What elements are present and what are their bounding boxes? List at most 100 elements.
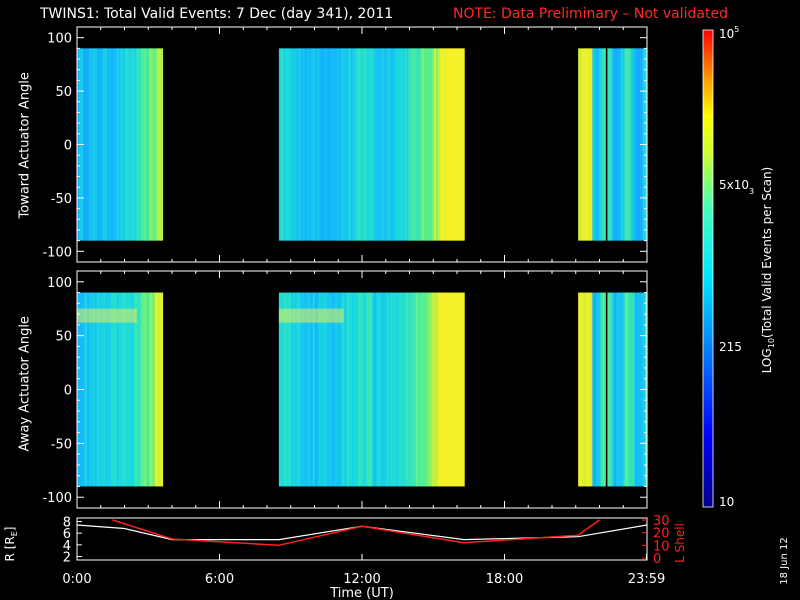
data-stripe — [636, 292, 640, 487]
data-stripe — [360, 292, 364, 487]
data-stripe — [332, 48, 336, 241]
data-stripe — [460, 48, 463, 241]
data-stripe — [152, 48, 156, 241]
data-stripe — [324, 292, 328, 487]
orbit-right-tick-label: 30 — [653, 514, 670, 529]
data-stripe — [580, 48, 583, 241]
data-stripe — [600, 292, 604, 487]
data-stripe — [388, 48, 392, 241]
data-stripe — [630, 48, 634, 241]
data-stripe — [578, 292, 581, 487]
data-stripe — [302, 48, 306, 241]
data-stripe — [592, 292, 595, 487]
data-stripe — [434, 48, 437, 241]
data-stripe — [284, 292, 288, 487]
data-stripe — [420, 292, 423, 487]
data-block — [578, 48, 648, 241]
data-stripe — [386, 292, 390, 487]
data-stripe — [424, 48, 427, 241]
data-stripe — [122, 292, 126, 487]
data-stripe — [326, 48, 330, 241]
data-stripe — [618, 292, 622, 487]
data-stripe — [354, 48, 358, 241]
data-stripe — [112, 292, 116, 487]
data-stripe — [106, 48, 110, 241]
data-stripe — [120, 292, 124, 487]
data-stripe — [402, 48, 405, 241]
data-stripe — [114, 48, 118, 241]
orbit-left-tick-label: 6 — [63, 527, 71, 542]
orbit-right-tick-label: 20 — [653, 527, 670, 542]
data-stripe — [330, 48, 334, 241]
data-stripe — [606, 292, 610, 487]
data-stripe — [318, 292, 322, 487]
data-stripe — [308, 48, 312, 241]
data-stripe — [156, 48, 160, 241]
data-stripe — [298, 292, 302, 487]
data-stripe — [392, 292, 396, 487]
data-stripe — [370, 48, 374, 241]
data-stripe — [374, 292, 378, 487]
y-tick-label: 50 — [55, 330, 72, 345]
orbit-right-ylabel: L Shell — [673, 523, 687, 563]
data-stripe — [286, 48, 290, 241]
y-tick-label: -50 — [51, 192, 72, 207]
data-stripe — [462, 48, 465, 241]
data-stripe — [138, 48, 142, 241]
data-stripe — [160, 292, 164, 487]
data-stripe — [154, 292, 158, 487]
data-stripe — [586, 48, 589, 241]
data-stripe — [86, 48, 90, 241]
orbit-left-tick-label: 2 — [63, 551, 71, 566]
data-stripe — [144, 292, 148, 487]
data-stripe — [596, 292, 599, 487]
data-stripe — [620, 292, 624, 487]
data-stripe — [358, 292, 362, 487]
data-stripe — [600, 48, 604, 241]
plot-title: TWINS1: Total Valid Events: 7 Dec (day 3… — [40, 6, 394, 22]
data-stripe — [320, 48, 324, 241]
data-stripe — [404, 48, 407, 241]
high-count-band — [278, 308, 344, 323]
data-stripe — [302, 292, 306, 487]
data-stripe — [146, 292, 150, 487]
data-stripe — [344, 292, 348, 487]
data-stripe — [588, 292, 591, 487]
data-stripe — [454, 292, 457, 487]
data-stripe — [342, 292, 346, 487]
data-stripe — [96, 48, 100, 241]
data-stripe — [582, 48, 585, 241]
y-tick-label: 0 — [64, 384, 72, 399]
data-stripe — [122, 48, 126, 241]
data-stripe — [328, 292, 332, 487]
data-stripe — [450, 48, 453, 241]
data-stripe — [362, 48, 366, 241]
data-stripe — [304, 292, 308, 487]
data-stripe — [336, 292, 340, 487]
data-stripe — [298, 48, 302, 241]
orbit-left-tick-label: 8 — [63, 516, 71, 531]
data-stripe — [364, 292, 368, 487]
data-stripe — [128, 48, 132, 241]
data-stripe — [374, 48, 378, 241]
data-stripe — [388, 292, 392, 487]
data-stripe — [148, 48, 152, 241]
data-stripe — [452, 292, 455, 487]
data-stripe — [112, 48, 116, 241]
data-stripe — [346, 292, 350, 487]
data-stripe — [382, 292, 386, 487]
data-block — [578, 292, 648, 487]
data-stripe — [310, 292, 314, 487]
data-stripe — [456, 292, 459, 487]
data-stripe — [608, 292, 612, 487]
orbit-right-tick-label: 0 — [653, 552, 661, 567]
data-stripe — [622, 48, 626, 241]
data-stripe — [584, 48, 587, 241]
y-tick-label: -50 — [51, 437, 72, 452]
data-stripe — [294, 292, 298, 487]
data-stripe — [104, 292, 108, 487]
data-stripe — [430, 292, 433, 487]
data-stripe — [398, 48, 401, 241]
data-stripe — [108, 48, 112, 241]
data-stripe — [284, 48, 288, 241]
